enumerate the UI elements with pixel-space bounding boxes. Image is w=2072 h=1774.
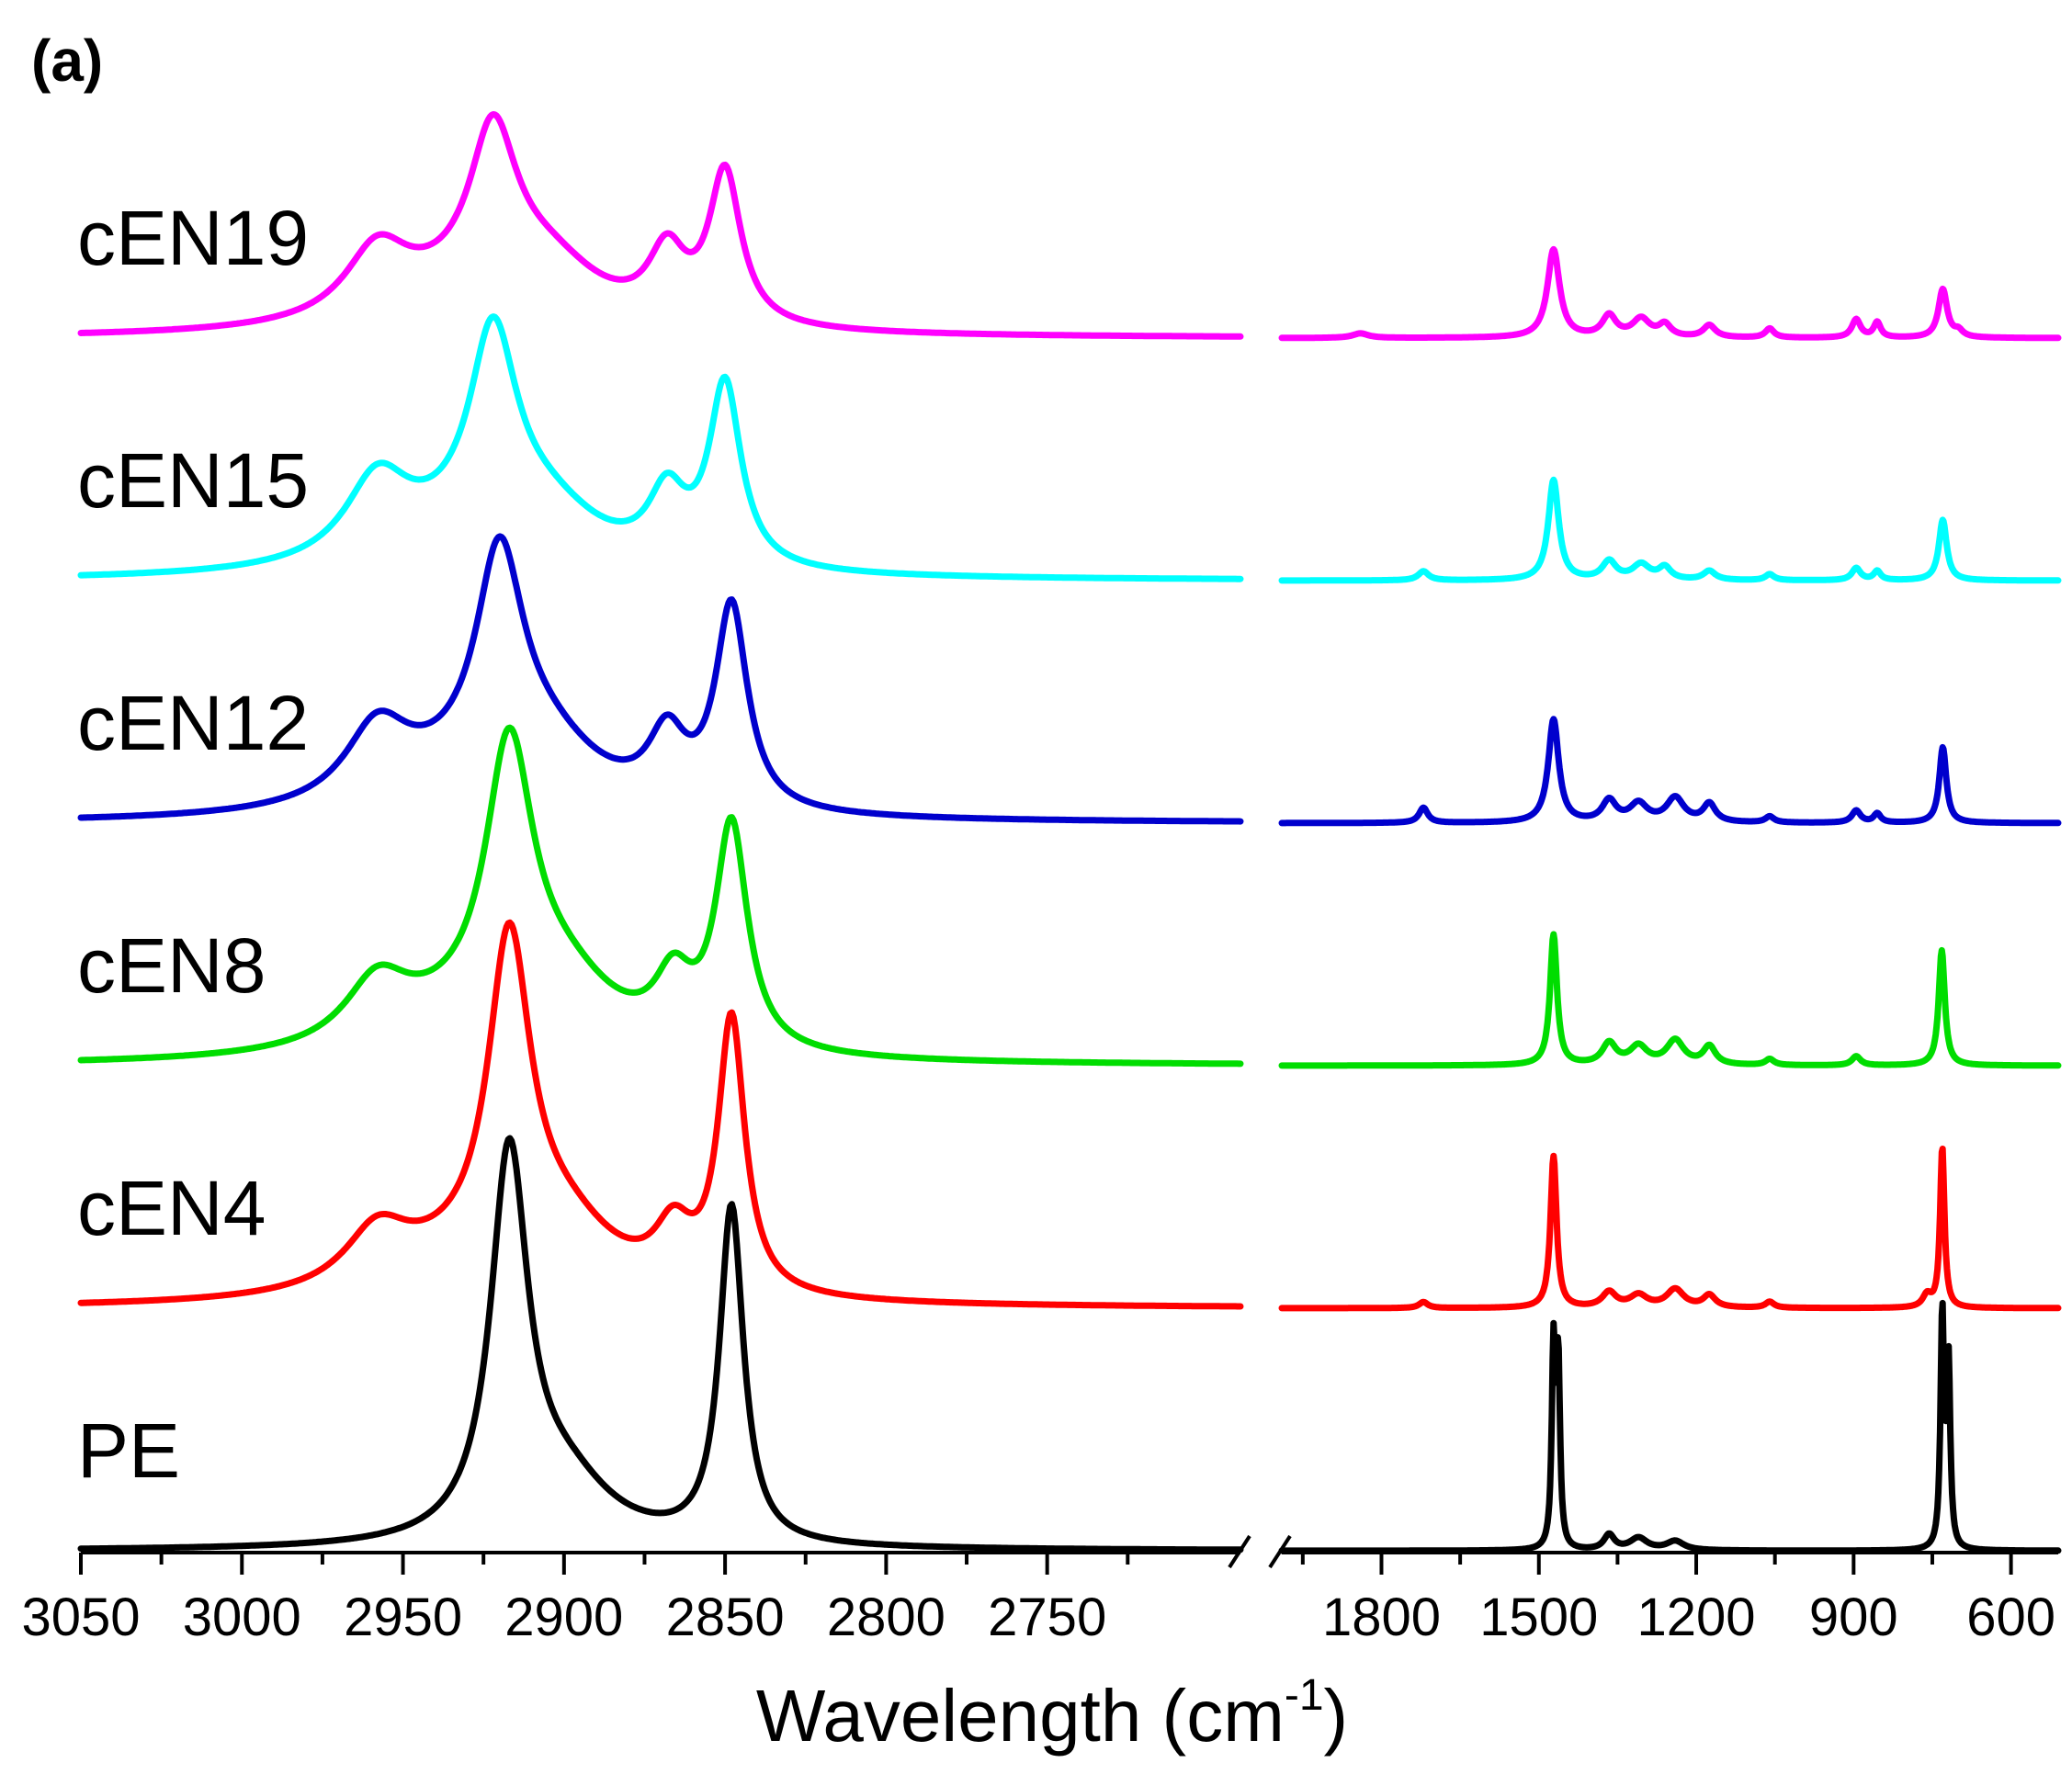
x-axis-title-text: Wavelength: [756, 1675, 1142, 1757]
x-tick-label-3050: 3050: [21, 1588, 140, 1647]
axis-break-mark: [1268, 1534, 1292, 1569]
x-tick-label-3000: 3000: [183, 1588, 301, 1647]
x-axis-title: Wavelength (cm-1): [756, 1671, 1348, 1757]
x-tick-label-900: 900: [1809, 1588, 1898, 1647]
series-cen4-curve-high: [77, 919, 1244, 1310]
series-cen19-curve-high: [77, 111, 1244, 340]
x-tick-label-1200: 1200: [1636, 1588, 1755, 1647]
series-label-cen4: cEN4: [77, 1165, 266, 1251]
series-cen12-curve-high: [77, 533, 1244, 825]
series-cen12-curve-low: [1278, 716, 2062, 827]
x-axis-unit: cm: [1186, 1675, 1285, 1757]
series-cen15-curve-low: [1278, 476, 2062, 584]
panel-label: (a): [31, 28, 103, 94]
series-cen8-curve-low: [1278, 931, 2062, 1069]
axis-break-mark: [1228, 1534, 1251, 1569]
x-tick-label-600: 600: [1966, 1588, 2055, 1647]
series-label-cen19: cEN19: [77, 195, 309, 281]
series-cen4-curve-low: [1278, 1146, 2062, 1312]
x-tick-label-2800: 2800: [827, 1588, 945, 1647]
series-pe-curve-low: [1278, 1299, 2062, 1554]
x-tick-label-2900: 2900: [504, 1588, 623, 1647]
x-tick-label-2850: 2850: [666, 1588, 785, 1647]
series-cen15-curve-high: [77, 313, 1244, 582]
x-axis-unit-exponent: -1: [1285, 1671, 1324, 1720]
spectra-curves: [77, 111, 2062, 1554]
series-labels: cEN19 cEN15 cEN12 cEN8 cEN4 PE: [77, 195, 309, 1494]
series-label-pe: PE: [77, 1407, 180, 1494]
series-pe-curve-high: [77, 1135, 1244, 1554]
series-label-cen8: cEN8: [77, 922, 266, 1009]
series-cen19-curve-low: [1278, 245, 2062, 342]
series-label-cen12: cEN12: [77, 680, 309, 766]
series-cen8-curve-high: [77, 724, 1244, 1068]
x-tick-label-2950: 2950: [344, 1588, 462, 1647]
series-label-cen15: cEN15: [77, 437, 309, 524]
x-tick-label-1800: 1800: [1322, 1588, 1441, 1647]
x-tick-label-2750: 2750: [988, 1588, 1106, 1647]
x-axis: 3050 3000 2950 2900 2850 2800 2750 1800 1500 1200…: [21, 1534, 2058, 1647]
x-tick-label-1500: 1500: [1479, 1588, 1598, 1647]
